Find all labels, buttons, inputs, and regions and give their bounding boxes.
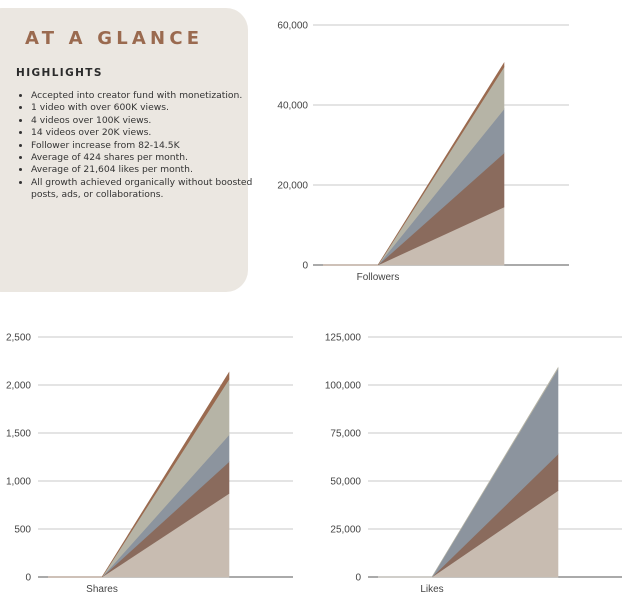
highlight-item: Accepted into creator fund with monetiza… — [31, 90, 253, 102]
x-category-label: Followers — [357, 272, 400, 283]
x-category-label: Shares — [86, 584, 118, 595]
y-tick-label: 2,000 — [6, 381, 31, 392]
y-tick-label: 0 — [355, 573, 361, 584]
y-tick-label: 0 — [25, 573, 31, 584]
highlight-item: Average of 21,604 likes per month. — [31, 164, 253, 176]
area-series-3 — [378, 366, 559, 578]
highlights-list: Accepted into creator fund with monetiza… — [16, 90, 253, 202]
y-tick-label: 125,000 — [325, 333, 362, 344]
y-tick-label: 0 — [302, 261, 308, 272]
area-series-4 — [48, 371, 230, 578]
y-tick-label: 2,500 — [6, 333, 31, 344]
area-series-4 — [323, 61, 505, 266]
highlight-item: 14 videos over 20K views. — [31, 127, 253, 139]
card-subtitle: HIGHLIGHTS — [16, 67, 103, 79]
y-tick-label: 40,000 — [277, 101, 308, 112]
highlight-item: Follower increase from 82-14.5K — [31, 140, 253, 152]
highlight-item: Average of 424 shares per month. — [31, 152, 253, 164]
y-tick-label: 25,000 — [330, 525, 361, 536]
highlights-card — [0, 8, 248, 292]
y-tick-label: 50,000 — [330, 477, 361, 488]
card-title: AT A GLANCE — [25, 28, 204, 49]
y-tick-label: 1,000 — [6, 477, 31, 488]
y-tick-label: 100,000 — [325, 381, 362, 392]
y-tick-label: 500 — [14, 525, 31, 536]
y-tick-label: 20,000 — [277, 181, 308, 192]
highlight-item: 1 video with over 600K views. — [31, 102, 253, 114]
y-tick-label: 1,500 — [6, 429, 31, 440]
x-category-label: Likes — [420, 584, 443, 595]
highlight-item: 4 videos over 100K views. — [31, 115, 253, 127]
y-tick-label: 75,000 — [330, 429, 361, 440]
y-tick-label: 60,000 — [277, 21, 308, 32]
highlight-item: All growth achieved organically without … — [31, 177, 253, 202]
